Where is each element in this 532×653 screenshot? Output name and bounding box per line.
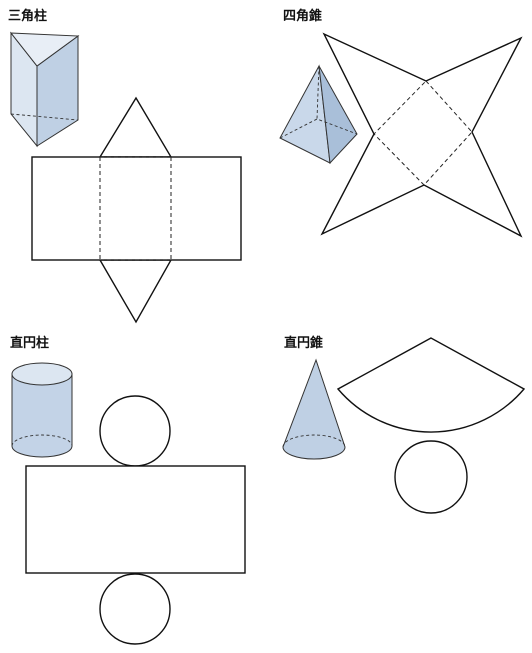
triangular-prism-solid xyxy=(9,31,80,148)
prism-net-top-triangle xyxy=(98,96,173,158)
cone-solid xyxy=(282,358,346,460)
triangular-prism-label: 三角柱 xyxy=(8,9,48,24)
cylinder-net-rectangle xyxy=(25,465,246,574)
pyramid-hidden-edges xyxy=(279,118,358,139)
cylinder-top xyxy=(11,362,73,386)
prism-top-face xyxy=(9,32,80,67)
cylinder-net xyxy=(25,395,246,645)
square-pyramid-net xyxy=(320,32,523,238)
cylinder-hidden-base xyxy=(11,434,73,447)
cylinder-net-bottom-circle xyxy=(99,573,171,645)
pyramid-right-face xyxy=(318,65,358,165)
cylinder-label: 直円柱 xyxy=(10,336,50,351)
pyramid-net-star xyxy=(320,32,523,238)
prism-hidden-edges xyxy=(10,113,79,121)
cylinder-net-top-circle xyxy=(99,395,171,467)
cone-net-sector xyxy=(336,337,526,433)
cylinder-solid xyxy=(11,362,73,458)
cone-hidden-base xyxy=(282,434,346,448)
pyramid-hidden-apex-edge xyxy=(316,65,320,120)
square-pyramid-label: 四角錐 xyxy=(283,9,323,24)
cone-label: 直円錐 xyxy=(284,336,324,351)
triangular-prism-net xyxy=(31,96,242,324)
cone-net xyxy=(336,337,526,514)
square-pyramid-solid xyxy=(279,64,358,165)
cylinder-body xyxy=(11,373,73,458)
prism-net-bottom-triangle xyxy=(98,259,173,324)
pyramid-net-base-square xyxy=(373,80,473,186)
prism-net-rectangle xyxy=(31,156,242,261)
cone-net-base-circle xyxy=(394,440,468,514)
cone-body xyxy=(282,358,346,460)
